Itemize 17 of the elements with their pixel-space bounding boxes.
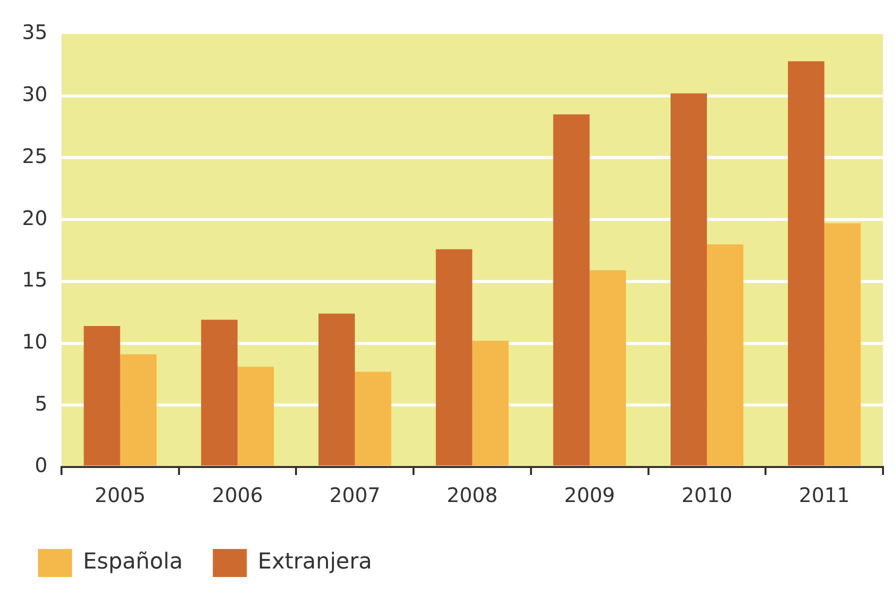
x-tick-label: 2005 bbox=[94, 483, 146, 508]
y-tick-label: 0 bbox=[34, 453, 48, 478]
y-tick-label: 25 bbox=[22, 144, 48, 168]
x-tick-label: 2010 bbox=[682, 483, 732, 508]
x-tick-label: 2011 bbox=[798, 483, 850, 508]
x-tick-label: 2009 bbox=[564, 483, 616, 508]
x-tick-label: 2007 bbox=[329, 483, 380, 508]
legend-label: Extranjera bbox=[258, 550, 372, 575]
x-tick-label: 2006 bbox=[212, 483, 263, 508]
y-tick-label: 10 bbox=[22, 329, 48, 354]
y-tick-label: 35 bbox=[22, 20, 48, 44]
x-tick-label: 2008 bbox=[446, 483, 498, 508]
y-tick-label: 5 bbox=[34, 391, 48, 416]
legend-label: Española bbox=[83, 550, 183, 575]
y-tick-label: 30 bbox=[22, 82, 48, 106]
y-tick-label: 15 bbox=[22, 268, 48, 292]
y-tick-label: 20 bbox=[22, 206, 48, 230]
